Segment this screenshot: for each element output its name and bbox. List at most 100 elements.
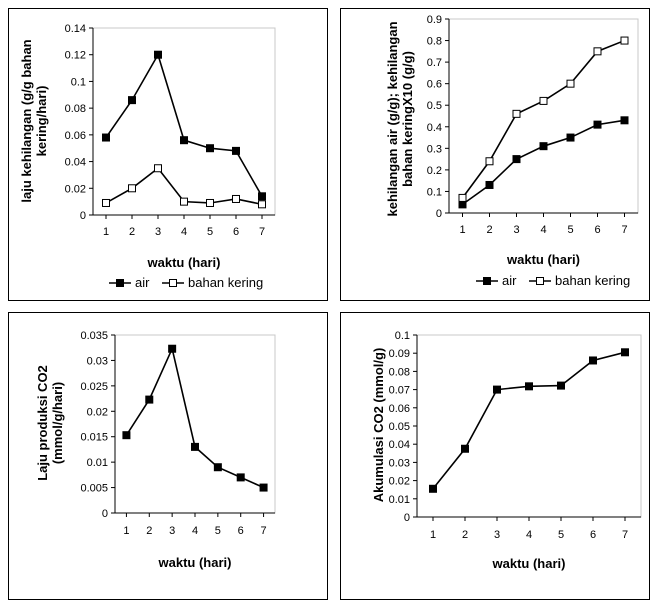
data-point [102,133,110,142]
x-tick-label: 1 [103,226,109,238]
x-tick-label: 5 [215,525,221,537]
data-point [620,116,629,125]
data-point [145,395,154,404]
x-tick-label: 3 [169,525,175,537]
legend-marker [536,277,544,285]
data-point [232,146,240,155]
y-tick-label: 0.3 [427,143,442,155]
chart-laju-kehilangan: 0 0.02 0.04 0.06 0.08 0.1 0.12 0.14 1 2 3 4 5 6 7 waktu… [19,23,276,290]
y-tick-label: 0 [436,208,442,220]
legend-label: bahan kering [188,275,263,290]
data-point [461,444,469,453]
y-axis-title: kering/hari) [34,86,49,157]
y-tick-label: 0.005 [80,483,108,495]
y-axis-title-group: laju kehilangan (g/g bahan kering/hari) [19,39,49,202]
series-line [432,351,626,490]
y-axis-title-group: Laju produksi CO2 (mmol/g/hari) [35,365,65,481]
x-tick-label: 2 [146,525,152,537]
data-point [258,200,266,209]
x-tick-label: 6 [238,525,244,537]
series-line [125,346,264,489]
data-point [213,463,222,472]
chart-panel-laju-kehilangan: 0 0.02 0.04 0.06 0.08 0.1 0.12 0.14 1 2 3 4 5 6 7 waktu… [8,8,328,301]
data-point [154,50,162,59]
x-tick-label: 2 [129,226,135,238]
y-tick-label: 0.1 [427,186,442,198]
legend-marker [483,277,491,285]
y-tick-label: 0.04 [65,157,86,169]
series-line [122,344,268,492]
data-point [168,344,177,353]
plot-area [448,18,639,214]
x-tick-label: 5 [567,224,573,236]
y-tick-label: 0.4 [427,122,442,134]
x-tick-label: 1 [459,224,465,236]
x-tick-label: 3 [513,224,519,236]
y-tick-label: 0.025 [80,381,108,393]
data-point [566,133,575,142]
x-tick-label: 7 [621,224,627,236]
plot-area [416,334,642,518]
y-tick-label: 0 [404,512,410,524]
y-tick-label: 0.05 [389,421,410,433]
legend-label: bahan kering [555,273,630,288]
y-axis-title: bahan keringX10 (g/g) [400,51,415,187]
data-point [429,484,437,493]
data-point [180,197,188,206]
chart-panel-laju-produksi-co2: 0 0.005 0.01 0.015 0.02 0.025 0.03 0.035 1 2 3 4 5 6 7… [8,312,328,600]
data-point [458,193,467,202]
data-point [620,36,629,45]
y-tick-label: 0.9 [427,14,442,26]
legend-label: air [135,275,150,290]
x-tick-label: 7 [622,529,628,541]
y-tick-label: 0 [102,508,108,520]
series-line [105,52,263,197]
chart-laju-produksi-co2: 0 0.005 0.01 0.015 0.02 0.025 0.03 0.035 1 2 3 4 5 6 7… [35,330,276,570]
y-tick-label: 0.09 [389,348,410,360]
y-tick-label: 0.14 [65,23,86,35]
data-point [566,79,575,88]
data-point [621,348,629,357]
x-tick-label: 5 [558,529,564,541]
series-air [458,116,629,209]
series-air [102,50,266,201]
data-point [539,142,548,151]
x-tick-label: 6 [594,224,600,236]
data-point [259,483,268,492]
x-axis-title: waktu (hari) [147,255,221,270]
legend-label: air [502,273,517,288]
y-tick-label: 0.7 [427,57,442,69]
x-tick-label: 4 [192,525,198,537]
x-tick-label: 1 [123,525,129,537]
data-point [493,385,501,394]
y-tick-label: 0.035 [80,330,108,342]
x-tick-label: 6 [233,226,239,238]
x-tick-label: 3 [494,529,500,541]
y-tick-label: 0.01 [389,494,410,506]
y-axis-title: laju kehilangan (g/g bahan [19,39,34,202]
y-tick-label: 0.1 [71,76,86,88]
data-point [154,164,162,173]
data-point [102,198,110,207]
y-tick-label: 0.08 [389,366,410,378]
x-axis-title: waktu (hari) [492,556,566,571]
plot-area [92,27,276,216]
data-point [232,194,240,203]
chart-akumulasi-co2: 0 0.01 0.02 0.03 0.04 0.05 0.06 0.07 0.08 0.09 0.1… [371,330,642,571]
x-tick-label: 4 [526,529,532,541]
legend: air bahan kering [476,273,630,288]
y-tick-label: 0.07 [389,385,410,397]
data-point [485,157,494,166]
data-point [512,155,521,164]
series-line [461,39,625,199]
series-bahan-kering [458,36,629,202]
data-point [485,180,494,189]
data-point [206,198,214,207]
x-tick-label: 7 [259,226,265,238]
chart-panel-akumulasi-co2: 0 0.01 0.02 0.03 0.04 0.05 0.06 0.07 0.08 0.09 0.1… [340,312,650,600]
data-point [539,96,548,105]
y-tick-label: 0.6 [427,79,442,91]
y-tick-label: 0.12 [65,50,86,62]
series-bahan-kering [102,164,266,209]
y-axis-title: Akumulasi CO2 (mmol/g) [371,348,386,503]
